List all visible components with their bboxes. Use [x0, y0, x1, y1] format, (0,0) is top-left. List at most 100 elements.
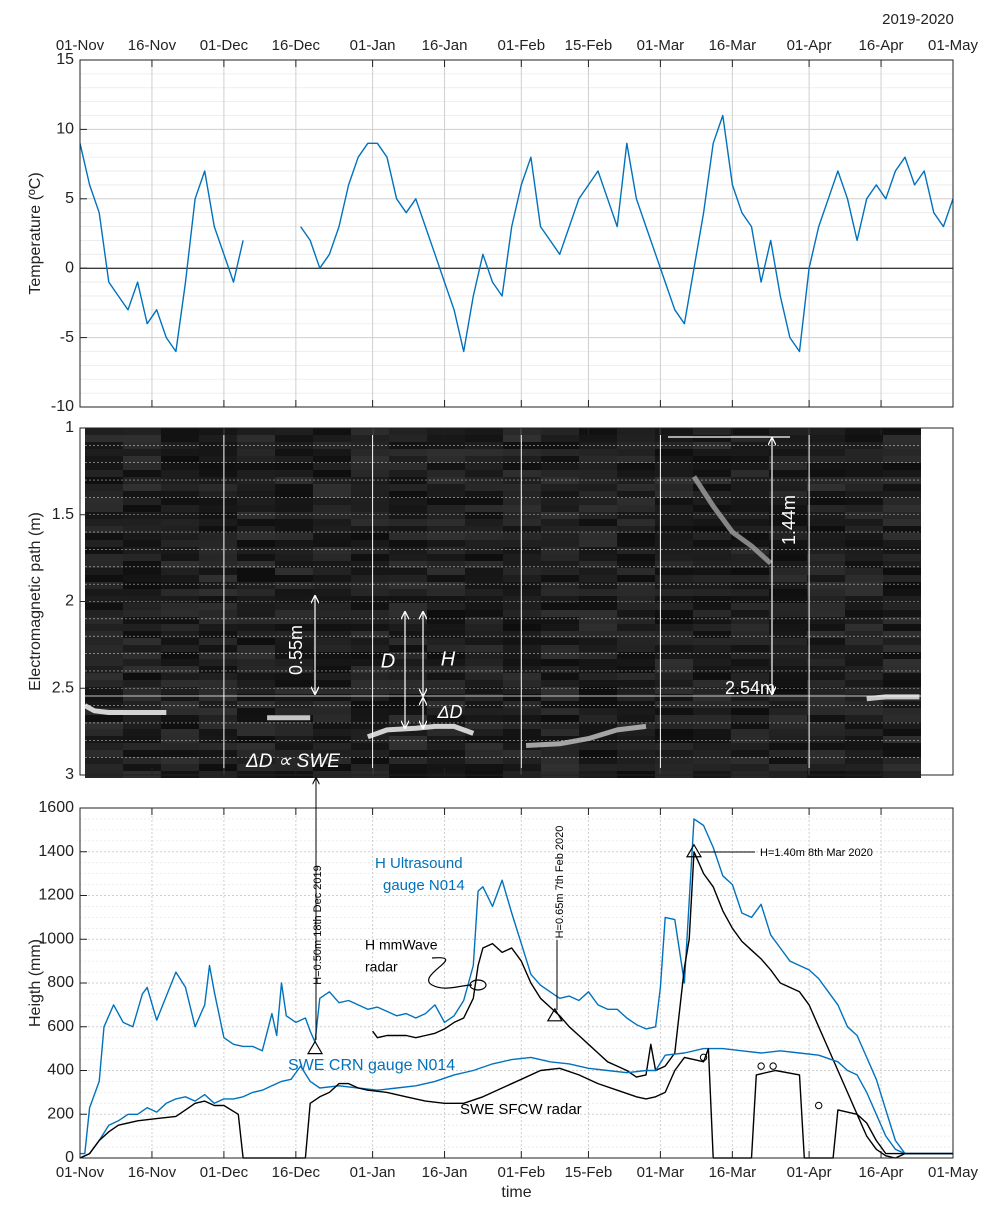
- radar-texture: [427, 666, 465, 673]
- radar-texture: [883, 708, 921, 715]
- radar-texture: [237, 729, 275, 736]
- radar-texture: [199, 631, 237, 638]
- radar-texture: [161, 638, 199, 645]
- radar-texture: [85, 540, 123, 547]
- radar-texture: [275, 687, 313, 694]
- radar-texture: [351, 764, 389, 771]
- radar-texture: [883, 701, 921, 708]
- radar-texture: [807, 505, 845, 512]
- radar-texture: [579, 561, 617, 568]
- radar-texture: [275, 561, 313, 568]
- radar-texture: [123, 715, 161, 722]
- radar-texture: [503, 505, 541, 512]
- x-axis-label: time: [501, 1184, 531, 1201]
- radar-texture: [123, 456, 161, 463]
- radar-texture: [845, 470, 883, 477]
- x-tick-label: 01-Dec: [200, 1164, 249, 1181]
- y-axis-label: Electromagnetic path (m): [27, 512, 44, 691]
- radar-texture: [503, 491, 541, 498]
- radar-texture: [427, 435, 465, 442]
- radar-texture: [693, 701, 731, 708]
- radar-texture: [389, 708, 427, 715]
- radar-texture: [655, 449, 693, 456]
- radar-texture: [617, 568, 655, 575]
- radar-texture: [807, 533, 845, 540]
- series-line: [79, 1047, 953, 1159]
- series-line: [79, 114, 954, 353]
- radar-texture: [541, 512, 579, 519]
- radar-texture: [693, 442, 731, 449]
- annotation: H=0.50m 18th Dec 2019: [312, 865, 324, 985]
- radar-texture: [123, 673, 161, 680]
- radar-texture: [769, 743, 807, 750]
- radar-texture: [769, 701, 807, 708]
- radar-texture: [807, 666, 845, 673]
- radar-texture: [351, 463, 389, 470]
- radar-texture: [351, 449, 389, 456]
- radar-texture: [617, 589, 655, 596]
- radar-texture: [655, 610, 693, 617]
- radar-texture: [199, 701, 237, 708]
- radar-texture: [389, 764, 427, 771]
- radar-texture: [275, 610, 313, 617]
- radar-texture: [313, 617, 351, 624]
- radar-texture: [617, 449, 655, 456]
- radar-texture: [503, 666, 541, 673]
- radar-texture: [655, 687, 693, 694]
- radar-texture: [807, 428, 845, 435]
- radar-texture: [541, 701, 579, 708]
- radar-texture: [389, 596, 427, 603]
- radar-texture: [351, 470, 389, 477]
- radar-texture: [199, 610, 237, 617]
- radar-texture: [313, 715, 351, 722]
- radar-texture: [769, 505, 807, 512]
- radar-texture: [579, 519, 617, 526]
- radar-texture: [351, 477, 389, 484]
- radar-texture: [883, 750, 921, 757]
- radar-texture: [579, 449, 617, 456]
- radar-texture: [237, 694, 275, 701]
- radar-texture: [237, 715, 275, 722]
- radar-texture: [465, 512, 503, 519]
- x-tick-label: 16-Mar: [709, 37, 757, 54]
- radar-texture: [389, 743, 427, 750]
- x-tick-label: 01-May: [928, 1164, 979, 1181]
- radar-texture: [351, 757, 389, 764]
- radar-texture: [275, 631, 313, 638]
- radar-texture: [199, 645, 237, 652]
- radar-texture: [351, 750, 389, 757]
- radar-texture: [199, 554, 237, 561]
- radar-texture: [541, 764, 579, 771]
- radar-texture: [693, 638, 731, 645]
- radar-texture: [693, 652, 731, 659]
- radar-texture: [731, 687, 769, 694]
- radar-texture: [313, 610, 351, 617]
- radar-texture: [807, 526, 845, 533]
- radar-texture: [199, 568, 237, 575]
- radar-texture: [389, 589, 427, 596]
- radar-texture: [617, 435, 655, 442]
- radar-texture: [199, 624, 237, 631]
- radar-texture: [199, 589, 237, 596]
- radar-texture: [807, 750, 845, 757]
- radar-texture: [275, 547, 313, 554]
- radar-texture: [351, 561, 389, 568]
- radar-texture: [275, 680, 313, 687]
- radar-texture: [541, 463, 579, 470]
- y-tick-label: 400: [47, 1062, 74, 1079]
- radar-texture: [579, 736, 617, 743]
- radar-texture: [237, 645, 275, 652]
- radar-texture: [655, 603, 693, 610]
- radar-texture: [313, 512, 351, 519]
- radar-texture: [313, 442, 351, 449]
- radar-texture: [85, 736, 123, 743]
- radar-texture: [845, 722, 883, 729]
- radar-texture: [161, 610, 199, 617]
- x-tick-label: 01-Nov: [56, 1164, 105, 1181]
- radar-texture: [427, 575, 465, 582]
- radar-texture: [351, 701, 389, 708]
- radar-texture: [275, 617, 313, 624]
- radar-texture: [503, 652, 541, 659]
- radar-texture: [237, 470, 275, 477]
- radar-texture: [351, 575, 389, 582]
